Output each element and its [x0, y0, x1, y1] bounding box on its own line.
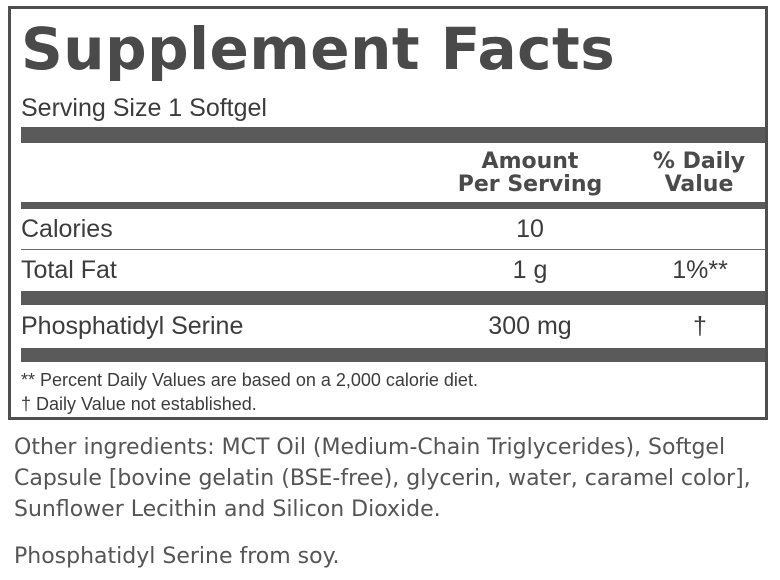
row-total-fat-dv: 1%**	[672, 256, 728, 284]
bottom-divider	[21, 348, 765, 362]
row-calories-amount: 10	[516, 215, 544, 243]
thick-divider	[21, 127, 765, 143]
allergen-note: Phosphatidyl Serine from soy.	[14, 544, 340, 569]
footnote-not-established: † Daily Value not established.	[21, 394, 257, 414]
row-phosphatidyl-serine-name: Phosphatidyl Serine	[21, 312, 244, 340]
other-ingredients: Other ingredients: MCT Oil (Medium-Chain…	[14, 435, 751, 522]
row-phosphatidyl-serine-amount: 300 mg	[488, 312, 572, 340]
row-total-fat-amount: 1 g	[512, 256, 548, 284]
serving-size: Serving Size 1 Softgel	[21, 94, 267, 122]
footnote-daily-values: ** Percent Daily Values are based on a 2…	[21, 370, 478, 390]
row-divider	[21, 249, 765, 250]
row-phosphatidyl-serine-dv: †	[693, 312, 707, 340]
section-divider	[21, 291, 765, 305]
row-calories-name: Calories	[21, 215, 113, 243]
amount-per-serving-header: Amount Per Serving	[457, 149, 603, 197]
supplement-facts-panel: Supplement Facts Serving Size 1 Softgel …	[8, 6, 768, 420]
header-divider	[21, 202, 765, 209]
panel-title: Supplement Facts	[21, 15, 616, 83]
daily-value-header: % Daily Value	[652, 149, 746, 197]
row-total-fat-name: Total Fat	[21, 256, 117, 284]
